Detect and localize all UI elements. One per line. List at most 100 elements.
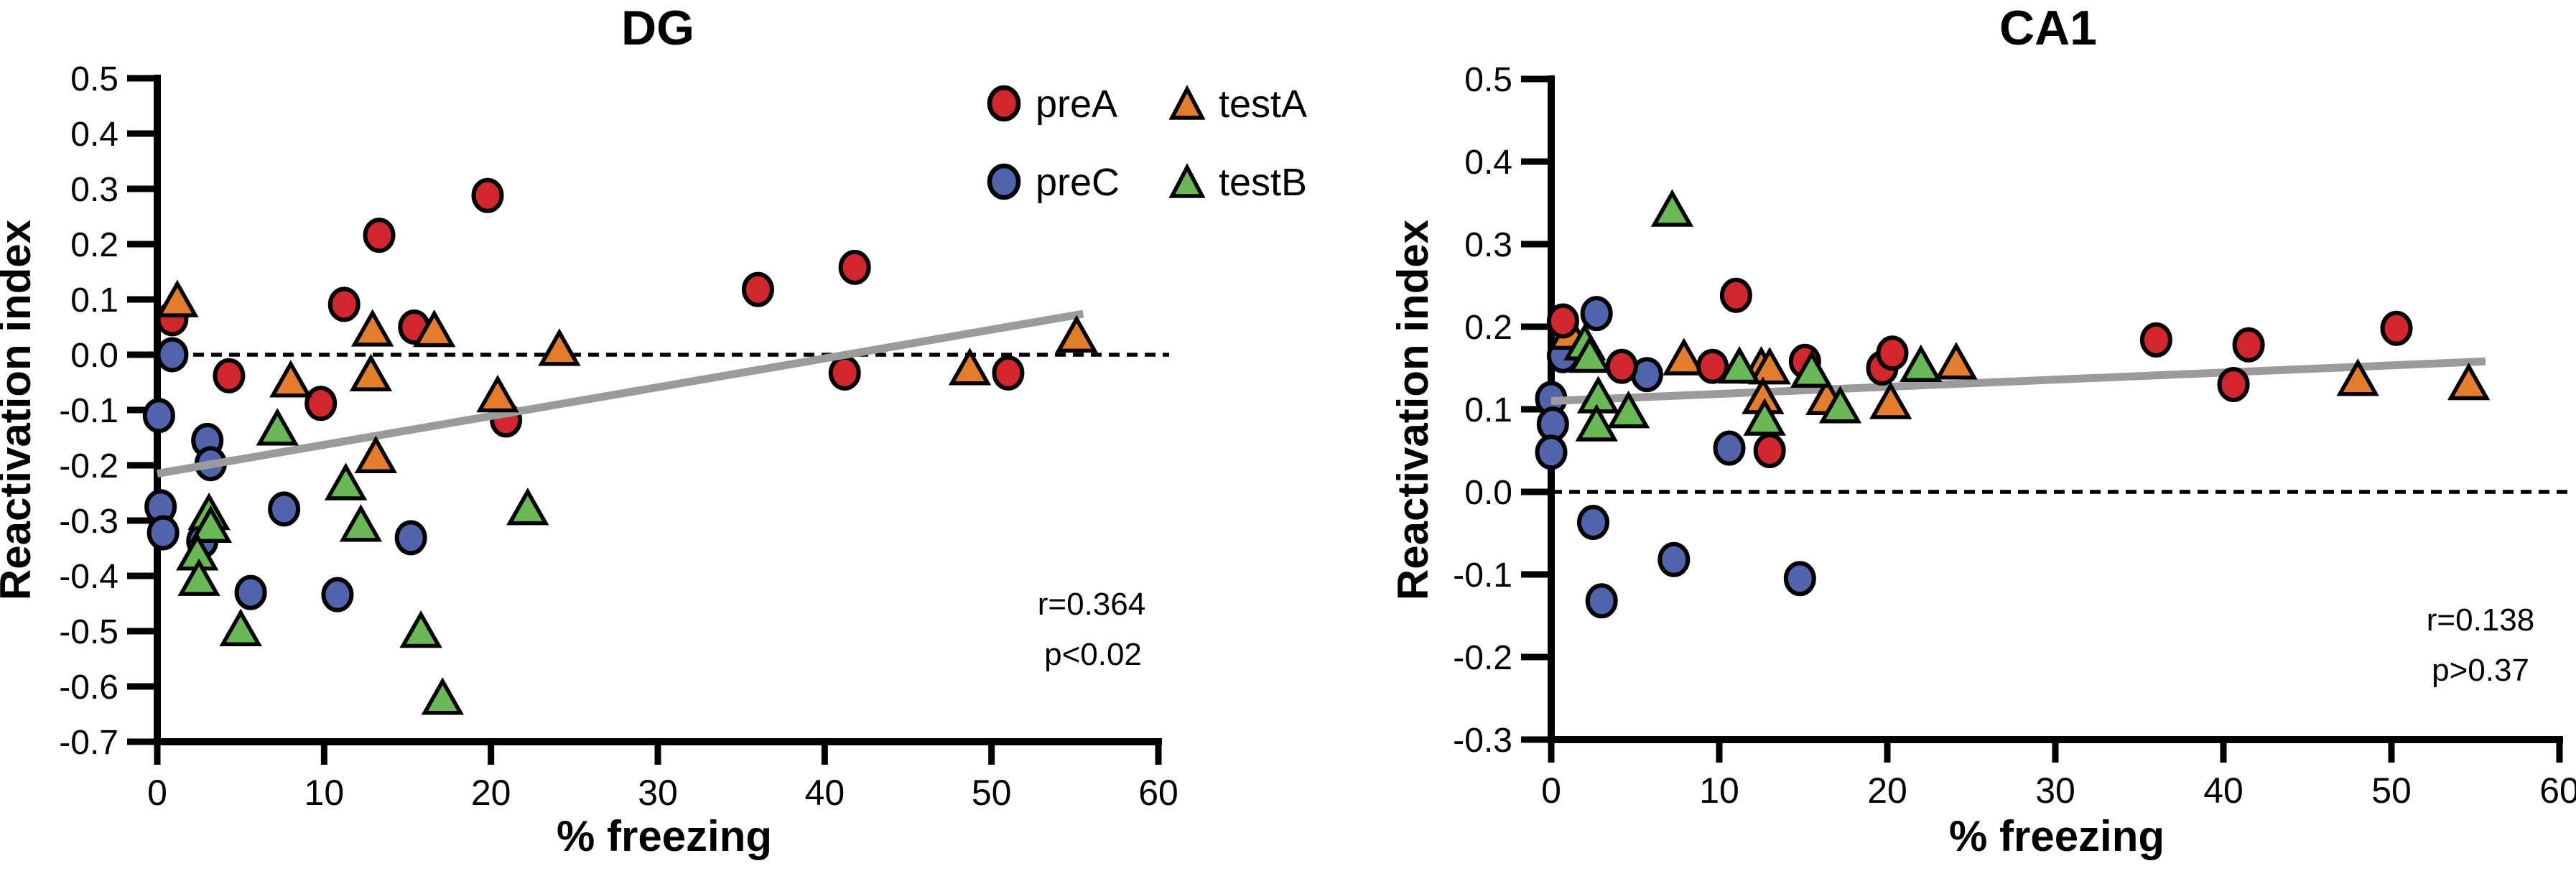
legend-marker-preC bbox=[987, 163, 1021, 200]
testB-point bbox=[1818, 386, 1862, 424]
legend-marker-testA bbox=[1168, 85, 1206, 120]
preA-point bbox=[1696, 348, 1729, 384]
preA-point bbox=[1719, 277, 1752, 313]
y-tick-label: 0.5 bbox=[70, 60, 118, 98]
testA-point bbox=[1055, 315, 1098, 353]
stats-p-dg: p<0.02 bbox=[1044, 637, 1142, 672]
y-tick-label: 0.4 bbox=[70, 116, 118, 154]
testA-point bbox=[1663, 337, 1706, 376]
stats-r-ca1: r=0.138 bbox=[2427, 602, 2534, 638]
testA-point bbox=[349, 353, 393, 392]
y-tick-label: -0.4 bbox=[59, 558, 118, 596]
x-tick-label: 40 bbox=[2203, 770, 2243, 811]
preA-point bbox=[992, 355, 1025, 391]
legend-label-testB: testB bbox=[1219, 161, 1307, 204]
y-tick-label: -0.6 bbox=[59, 669, 118, 707]
testA-point bbox=[412, 309, 456, 348]
testB-point bbox=[399, 610, 442, 648]
y-tick-label: 0.1 bbox=[70, 281, 118, 320]
testB-point bbox=[1718, 345, 1761, 384]
x-tick-label: 0 bbox=[1541, 770, 1561, 811]
testA-point bbox=[1935, 342, 1978, 380]
y-axis-label-dg: Reactivation index bbox=[0, 220, 39, 600]
testB-point bbox=[1900, 344, 1943, 382]
legend-label-testA: testA bbox=[1219, 83, 1307, 126]
stats-r-dg: r=0.364 bbox=[1038, 587, 1145, 622]
testA-point bbox=[476, 374, 519, 413]
preA-point bbox=[1876, 335, 1909, 371]
y-tick-label: -0.5 bbox=[59, 613, 118, 651]
preA-point bbox=[741, 271, 774, 307]
preC-point bbox=[268, 491, 301, 527]
preC-point bbox=[1580, 296, 1613, 332]
testA-point bbox=[269, 360, 312, 398]
y-tick-label: 0.1 bbox=[1464, 391, 1512, 429]
preC-point bbox=[156, 337, 189, 373]
y-tick-label: -0.3 bbox=[1453, 722, 1512, 760]
preA-point bbox=[363, 218, 396, 253]
preA-point bbox=[327, 287, 361, 322]
preA-point bbox=[828, 355, 861, 391]
y-tick-label: -0.1 bbox=[1453, 556, 1512, 595]
testB-point bbox=[1743, 398, 1786, 436]
x-tick-label: 30 bbox=[2035, 770, 2075, 811]
x-tick-label: 60 bbox=[2539, 770, 2576, 811]
y-tick-label: -0.7 bbox=[59, 724, 118, 762]
preC-point bbox=[1783, 561, 1816, 597]
plot-dg: DG Reactivation index % freezing 0.50.40… bbox=[0, 1, 1178, 860]
preC-point bbox=[1657, 541, 1691, 577]
testA-point bbox=[2447, 362, 2491, 401]
y-tick-label: 0.2 bbox=[1464, 309, 1512, 347]
y-tick-label: -0.2 bbox=[1453, 639, 1512, 677]
preA-point bbox=[2217, 367, 2250, 402]
testB-point bbox=[189, 505, 233, 543]
y-tick-label: 0.3 bbox=[1464, 226, 1512, 264]
legend: preA testA preC testB bbox=[987, 83, 1307, 204]
testB-point bbox=[506, 488, 549, 526]
testB-point bbox=[339, 504, 383, 542]
x-tick-label: 10 bbox=[304, 773, 345, 813]
x-tick-label: 20 bbox=[1867, 770, 1907, 811]
legend-marker-preA bbox=[987, 85, 1021, 122]
preC-point bbox=[321, 577, 354, 613]
regression-line bbox=[157, 309, 1084, 478]
plot-area-dg: 0.5 0.4 0.3 0.2 0.1 0.0 -0.1 -0.2 -0.3 -0.4 -0.5 -0… bbox=[59, 60, 1178, 813]
testB-point bbox=[1790, 350, 1833, 388]
preC-point bbox=[1585, 583, 1618, 619]
plot-title-dg: DG bbox=[621, 1, 694, 55]
x-axis-label-ca1: % freezing bbox=[1949, 812, 2165, 860]
legend-marker-testB bbox=[1168, 163, 1206, 198]
testA-point bbox=[948, 348, 992, 386]
regression-line bbox=[1550, 357, 2486, 405]
preA-point bbox=[304, 386, 338, 421]
x-tick-label: 40 bbox=[805, 773, 845, 813]
testB-point bbox=[1606, 391, 1650, 429]
legend-label-preC: preC bbox=[1036, 161, 1120, 204]
preA-point bbox=[1605, 348, 1638, 384]
testA-point bbox=[156, 279, 199, 317]
x-tick-label: 50 bbox=[2371, 770, 2412, 811]
testB-point bbox=[324, 462, 368, 500]
legend-label-preA: preA bbox=[1036, 83, 1117, 126]
preC-point bbox=[142, 398, 175, 434]
y-tick-label: 0.2 bbox=[70, 226, 118, 264]
testB-point bbox=[177, 558, 220, 596]
preC-point bbox=[234, 574, 267, 610]
y-axis-label-ca1: Reactivation index bbox=[1389, 220, 1437, 600]
plot-ca1: CA1 Reactivation index % freezing 0.5 0.4… bbox=[1389, 1, 2576, 860]
preA-point bbox=[2232, 327, 2265, 363]
testB-point bbox=[1568, 335, 1612, 373]
y-tick-label: -0.1 bbox=[59, 392, 118, 430]
y-tick-label: 0.5 bbox=[1464, 61, 1512, 99]
preA-point bbox=[213, 358, 246, 393]
y-tick-label: 0.3 bbox=[70, 171, 118, 209]
testA-point bbox=[2336, 358, 2379, 396]
preA-point bbox=[2380, 310, 2413, 346]
testA-point bbox=[350, 309, 394, 347]
stats-p-ca1: p>0.37 bbox=[2432, 653, 2529, 688]
testB-point bbox=[256, 408, 299, 446]
testA-point bbox=[354, 435, 398, 473]
preC-point bbox=[1535, 434, 1568, 470]
testB-point bbox=[219, 608, 262, 646]
